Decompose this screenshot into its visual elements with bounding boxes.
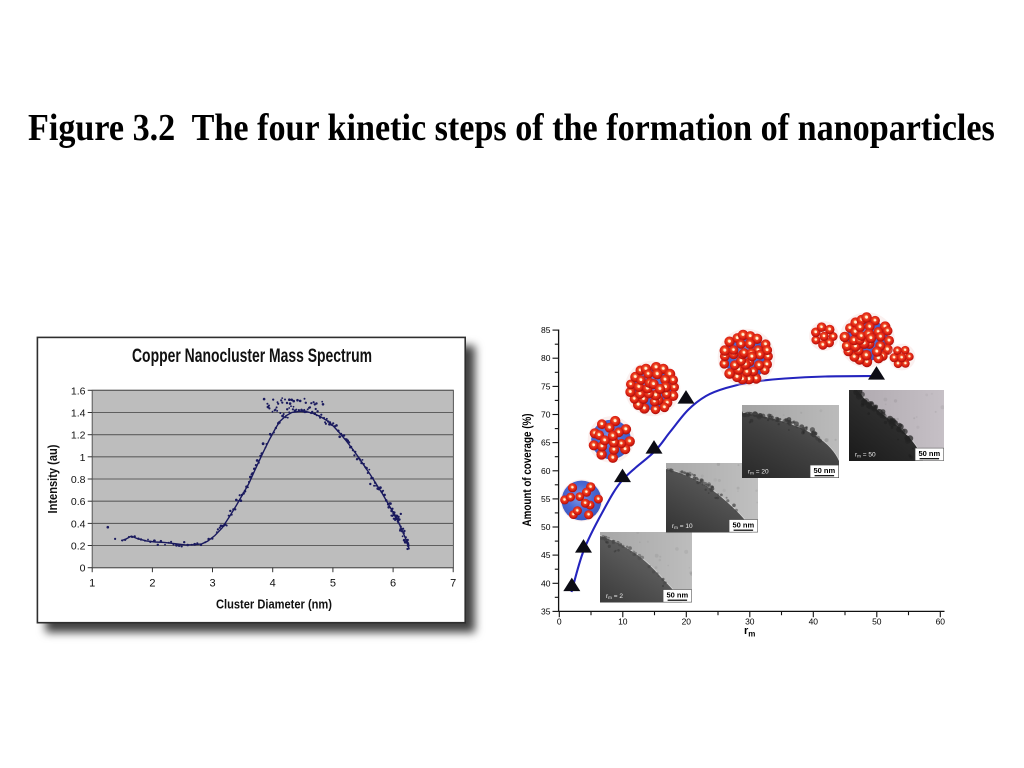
svg-text:4: 4 xyxy=(270,578,276,590)
svg-text:3: 3 xyxy=(209,578,215,590)
svg-text:0.8: 0.8 xyxy=(71,474,86,486)
svg-text:55: 55 xyxy=(541,494,551,504)
svg-text:50 nm: 50 nm xyxy=(732,521,754,530)
svg-text:1.2: 1.2 xyxy=(71,430,86,442)
svg-text:40: 40 xyxy=(809,617,819,627)
svg-text:45: 45 xyxy=(541,550,551,560)
svg-text:35: 35 xyxy=(541,606,551,616)
svg-text:1: 1 xyxy=(89,578,95,590)
svg-text:2: 2 xyxy=(149,578,155,590)
svg-text:Intensity (au): Intensity (au) xyxy=(46,445,60,514)
svg-text:Copper Nanocluster Mass Spectr: Copper Nanocluster Mass Spectrum xyxy=(132,346,372,367)
svg-text:rm = 50: rm = 50 xyxy=(855,452,876,459)
svg-text:rm: rm xyxy=(744,625,755,639)
svg-text:50: 50 xyxy=(872,617,882,627)
svg-text:65: 65 xyxy=(541,438,551,448)
svg-text:rm = 10: rm = 10 xyxy=(672,523,693,530)
svg-text:Cluster Diameter (nm): Cluster Diameter (nm) xyxy=(216,598,332,612)
svg-text:rm = 20: rm = 20 xyxy=(748,469,769,476)
svg-text:20: 20 xyxy=(682,617,692,627)
svg-text:1.6: 1.6 xyxy=(71,385,86,397)
svg-text:1: 1 xyxy=(80,452,86,464)
svg-text:1.4: 1.4 xyxy=(71,408,86,420)
svg-text:0.6: 0.6 xyxy=(71,496,86,508)
svg-text:10: 10 xyxy=(618,617,628,627)
svg-text:0: 0 xyxy=(80,563,86,575)
svg-text:85: 85 xyxy=(541,325,551,335)
svg-text:40: 40 xyxy=(541,578,551,588)
svg-text:7: 7 xyxy=(450,578,456,590)
svg-text:75: 75 xyxy=(541,381,551,391)
svg-text:50 nm: 50 nm xyxy=(666,591,688,600)
svg-text:6: 6 xyxy=(390,578,396,590)
svg-text:50 nm: 50 nm xyxy=(918,449,940,458)
svg-text:50 nm: 50 nm xyxy=(813,466,835,475)
svg-text:0.2: 0.2 xyxy=(71,541,86,553)
svg-text:80: 80 xyxy=(541,353,551,363)
svg-text:60: 60 xyxy=(541,466,551,476)
svg-text:rm = 2: rm = 2 xyxy=(606,593,623,600)
svg-text:Amount of coverage (%): Amount of coverage (%) xyxy=(522,413,534,526)
svg-text:70: 70 xyxy=(541,410,551,420)
svg-text:50: 50 xyxy=(541,522,551,532)
svg-text:60: 60 xyxy=(936,617,946,627)
svg-text:0: 0 xyxy=(557,617,562,627)
svg-text:30: 30 xyxy=(745,617,755,627)
svg-text:0.4: 0.4 xyxy=(71,518,86,530)
svg-text:5: 5 xyxy=(330,578,336,590)
